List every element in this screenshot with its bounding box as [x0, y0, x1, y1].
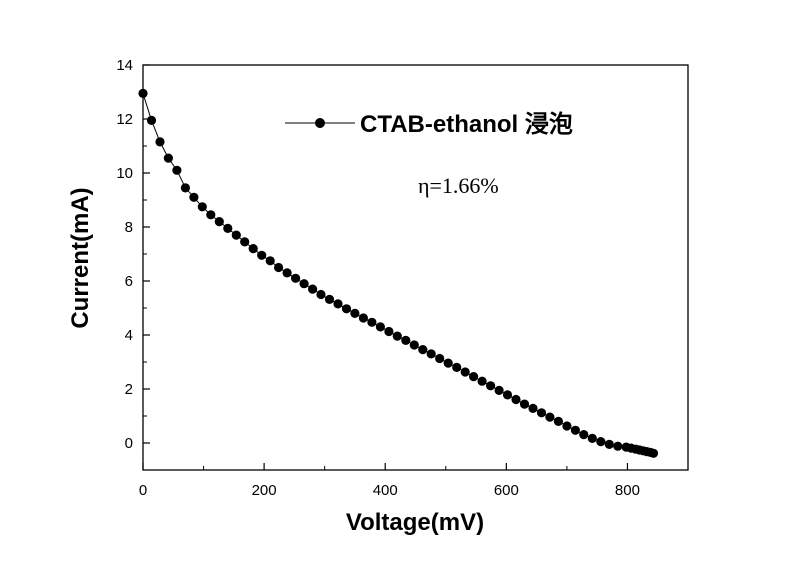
data-point: [494, 385, 504, 395]
data-point: [570, 425, 581, 435]
data-point: [435, 353, 445, 364]
data-point: [180, 183, 190, 193]
y-tick-label: 10: [116, 165, 133, 182]
data-point: [333, 299, 343, 309]
data-point: [248, 244, 258, 254]
y-tick-label: 8: [125, 219, 133, 236]
tick-labels: 0 200 400 600 800 0 2 4 6 8 10 12 14: [116, 57, 640, 499]
data-point: [274, 262, 284, 273]
legend: CTAB-ethanol 浸泡: [285, 110, 573, 138]
data-point: [324, 294, 335, 304]
data-point: [452, 362, 462, 372]
x-tick-label: 600: [494, 482, 519, 499]
data-point: [418, 345, 428, 355]
y-tick-label: 12: [116, 111, 133, 128]
x-tick-label: 800: [615, 482, 640, 499]
series-points: [138, 88, 659, 458]
data-point: [502, 390, 513, 400]
efficiency-annotation: η=1.66%: [418, 173, 499, 198]
data-point: [231, 230, 241, 240]
data-point: [648, 448, 659, 458]
data-point: [375, 322, 385, 332]
data-point: [553, 416, 564, 426]
data-point: [223, 223, 233, 233]
data-point: [469, 372, 479, 382]
data-point: [138, 88, 148, 98]
y-axis-label: Current(mA): [67, 187, 94, 328]
data-point: [477, 376, 487, 386]
data-point: [604, 439, 614, 449]
y-tick-label: 4: [125, 327, 133, 344]
data-point: [299, 279, 309, 289]
x-tick-label: 0: [139, 482, 147, 499]
data-point: [163, 153, 173, 163]
data-point: [528, 403, 538, 413]
data-point: [155, 137, 165, 147]
legend-label: CTAB-ethanol 浸泡: [360, 110, 573, 138]
data-point: [206, 210, 216, 220]
data-point: [384, 326, 394, 337]
data-point: [613, 441, 623, 451]
data-point: [316, 289, 326, 300]
data-point: [562, 421, 572, 431]
data-point: [308, 284, 318, 294]
plot-frame: [142, 64, 689, 471]
data-point: [401, 335, 411, 345]
data-point: [545, 412, 555, 422]
y-tick-label: 0: [125, 435, 133, 452]
data-point: [358, 313, 368, 323]
data-point: [426, 349, 436, 359]
legend-marker: [315, 118, 325, 128]
y-tick-label: 6: [125, 273, 133, 290]
data-point: [197, 202, 207, 212]
data-point: [265, 256, 275, 266]
data-point: [350, 308, 360, 318]
data-point: [511, 394, 521, 405]
x-tick-label: 400: [373, 482, 398, 499]
data-point: [291, 273, 301, 283]
data-point: [146, 115, 157, 125]
data-point: [579, 430, 589, 440]
y-tick-label: 2: [125, 381, 133, 398]
series-line: [142, 93, 654, 454]
data-point: [460, 367, 470, 377]
data-point: [367, 317, 377, 327]
data-point: [409, 340, 419, 350]
data-point: [341, 304, 352, 314]
data-point: [596, 437, 606, 447]
data-point: [443, 358, 453, 368]
data-point: [486, 381, 496, 391]
data-point: [519, 399, 530, 409]
data-point: [282, 268, 292, 278]
data-point: [257, 250, 267, 260]
data-point: [240, 237, 250, 247]
data-point: [536, 408, 547, 418]
data-point: [392, 331, 402, 341]
data-point: [587, 433, 597, 443]
data-point: [172, 165, 182, 175]
data-point: [189, 192, 199, 202]
data-point: [214, 217, 224, 227]
y-tick-label: 14: [116, 57, 133, 74]
x-axis-label: Voltage(mV): [346, 509, 484, 536]
x-tick-label: 200: [252, 482, 277, 499]
